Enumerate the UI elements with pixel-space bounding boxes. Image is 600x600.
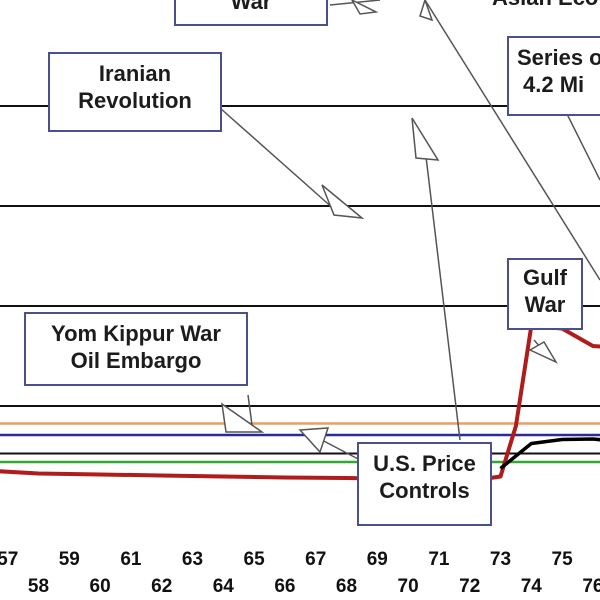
x-tick-label: 75 [552,549,574,570]
callout-arrow-head [321,184,365,220]
x-tick-label: 62 [151,576,172,597]
annotation-asian-economic: Asian Eco [462,0,600,22]
x-tick-label: 58 [28,576,49,597]
x-tick-label: 67 [305,549,326,570]
callout-arrow-head [221,402,265,433]
annotation-line: Asian Eco [492,0,600,11]
x-axis-tick-labels: 5759616365676971737577798183858789915860… [0,549,600,597]
x-tick-label: 66 [274,576,295,597]
x-tick-label: 59 [59,549,80,570]
x-tick-label: 63 [182,549,203,570]
x-tick-label: 57 [0,549,18,570]
annotation-line: Iranian [98,61,172,86]
callout-arrow-head [298,427,330,454]
annotation-war: War [174,0,328,26]
x-tick-label: 72 [459,576,480,597]
annotation-yom-kippur-war: Yom Kippur War Oil Embargo [24,312,248,386]
series-line-1 [0,324,600,483]
callout-arrow-head [419,0,434,22]
series-lines [0,324,600,483]
x-tick-label: 73 [490,549,511,570]
x-tick-label: 76 [582,576,600,597]
x-tick-label: 74 [521,576,543,597]
callout-arrow-head [351,0,379,15]
x-tick-label: 69 [367,549,388,570]
series-line-2 [499,437,600,470]
x-tick-label: 65 [244,549,266,570]
x-tick-label: 71 [428,549,450,570]
annotation-line: War [230,0,272,14]
x-tick-label: 60 [90,576,111,597]
callout-arrow-line [424,0,600,281]
callout-arrow-line [423,139,461,441]
annotation-line: Yom Kippur War [51,321,221,346]
annotation-line: U.S. Price [373,451,476,476]
x-tick-label: 70 [398,576,419,597]
reference-lines [0,422,600,464]
annotation-iranian-revolution: Iranian Revolution [48,52,222,132]
x-tick-label: 61 [120,549,142,570]
annotation-gulf-war: Gulf War [507,258,583,330]
callout-arrows [219,0,600,461]
callout-arrow-head [411,117,440,161]
annotation-line: 4.2 Mi [523,72,585,97]
annotation-line: Series o [517,45,600,70]
x-tick-label: 68 [336,576,357,597]
annotation-line: Gulf [523,265,567,290]
callout-arrow-head [528,340,558,364]
callout-arrow-line [317,437,361,461]
annotation-line: Oil Embargo [70,348,202,373]
annotation-series: Series o 4.2 Mi [507,36,600,116]
annotation-line: Controls [379,478,470,503]
annotation-us-price-controls: U.S. Price Controls [357,442,492,526]
callout-arrow-line [247,394,253,426]
annotation-line: Revolution [78,88,192,113]
callout-arrow-line [219,107,336,211]
annotation-line: War [524,292,566,317]
x-tick-label: 64 [213,576,235,597]
